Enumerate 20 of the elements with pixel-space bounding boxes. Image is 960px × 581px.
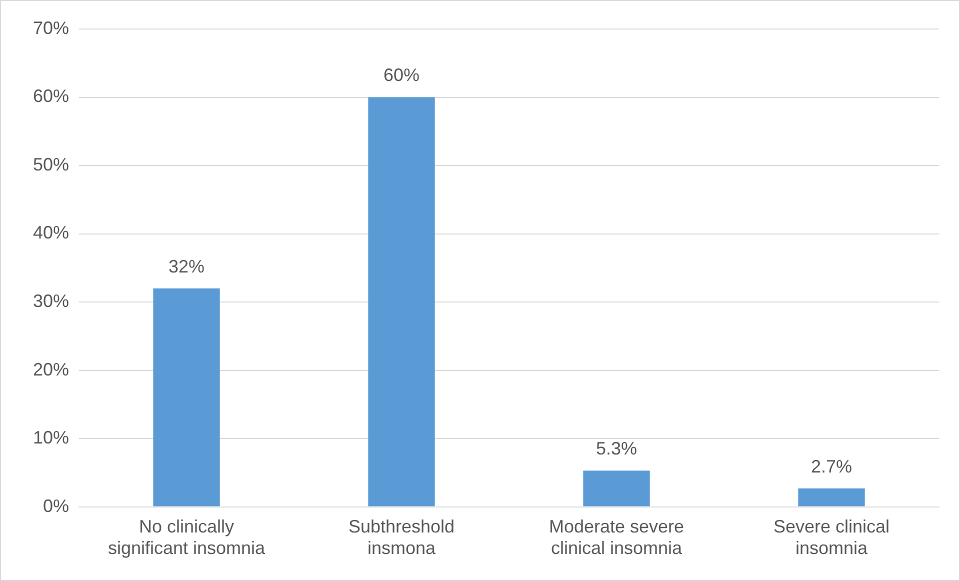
data-label: 5.3% (596, 438, 638, 459)
y-tick-label: 70% (32, 18, 70, 38)
data-label: 32% (168, 256, 205, 276)
bar (583, 470, 650, 506)
x-tick-label: No clinically significant insomnia (108, 516, 266, 558)
x-tick-label: Moderate severe clinical insomnia (548, 516, 684, 558)
data-label: 2.7% (810, 456, 852, 476)
y-tick-label: 40% (32, 222, 70, 243)
x-tick-label: Subthreshold insmona (348, 516, 455, 558)
bar (153, 288, 220, 506)
y-tick-label: 20% (32, 359, 70, 380)
y-tick-label: 30% (32, 290, 70, 311)
x-tick-label: Severe clinical insomnia (773, 516, 890, 558)
y-tick-label: 60% (32, 86, 70, 106)
y-tick-label: 10% (32, 428, 70, 448)
y-tick-label: 0% (43, 496, 70, 516)
data-label: 60% (384, 65, 420, 86)
bar (368, 97, 435, 506)
bar (798, 488, 865, 506)
y-tick-label: 50% (32, 154, 70, 174)
